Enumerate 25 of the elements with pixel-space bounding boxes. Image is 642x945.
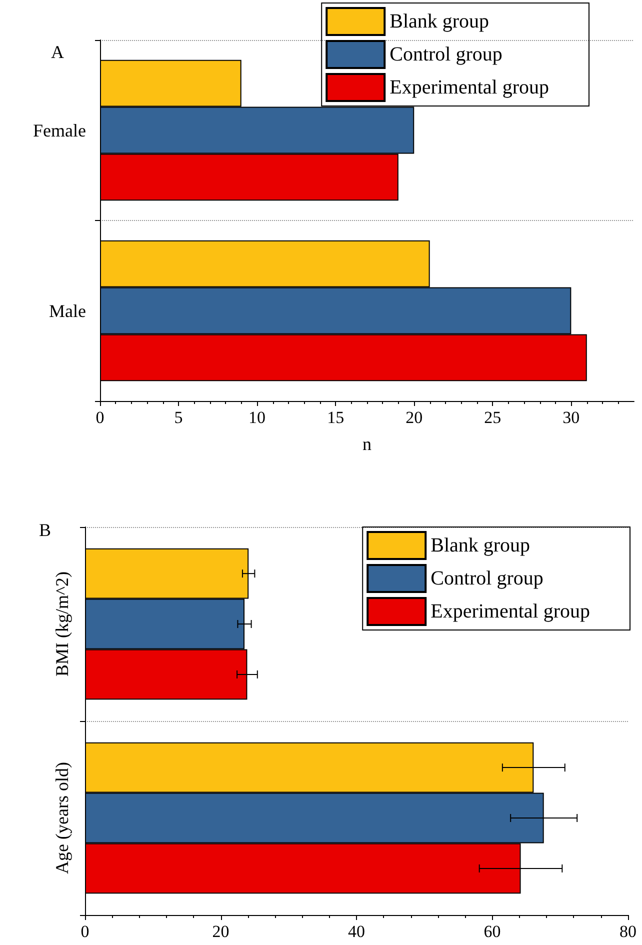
y-tick-label: Age (years old) — [52, 762, 72, 874]
legend-label: Control group — [390, 44, 502, 66]
legend-label: Blank group — [390, 10, 490, 32]
legend-label: Blank group — [430, 534, 530, 556]
x-tick-label: 10 — [248, 408, 266, 427]
y-tick-label: Female — [33, 120, 86, 140]
legend-label: Experimental group — [430, 600, 590, 622]
x-tick-label: 15 — [327, 408, 344, 427]
x-tick-label: 80 — [620, 922, 636, 941]
x-tick-label: 25 — [484, 408, 502, 427]
x-axis-title: n — [362, 434, 372, 454]
chart-title: B — [39, 520, 52, 540]
y-tick-label: Male — [49, 300, 86, 321]
x-tick-label: 30 — [562, 408, 580, 427]
chart-title: A — [51, 42, 64, 62]
x-tick-label: 0 — [80, 922, 90, 941]
x-tick-label: 20 — [406, 408, 423, 427]
y-tick-label: BMI (kg/m^2) — [52, 572, 72, 676]
x-tick-label: 60 — [484, 922, 501, 941]
x-tick-label: 40 — [348, 922, 365, 941]
legend-label: Control group — [430, 568, 544, 590]
x-tick-label: 20 — [212, 922, 230, 941]
x-tick-label: 5 — [174, 408, 183, 427]
x-tick-label: 0 — [96, 408, 104, 427]
legend-label: Experimental group — [390, 76, 550, 98]
